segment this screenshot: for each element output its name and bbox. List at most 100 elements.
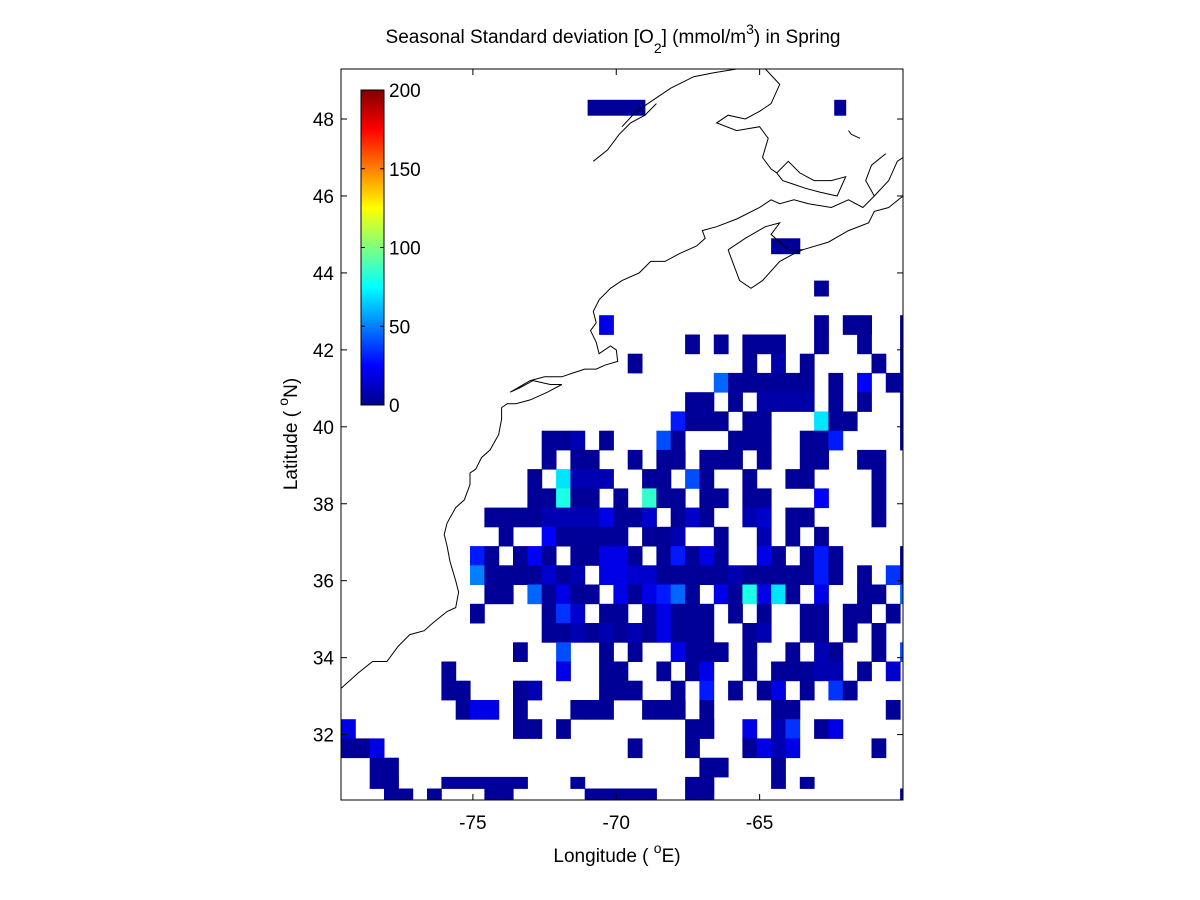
coastline-segment-2 (727, 249, 803, 289)
heatmap-cell-13-11 (871, 507, 887, 528)
heatmap-cell-3-3 (900, 315, 903, 335)
heatmap-cell-11-2 (570, 469, 614, 489)
heatmap-cell-8-1 (685, 411, 729, 432)
heatmap-cell-19-0 (541, 623, 571, 643)
heatmap-cell-3-0 (599, 315, 614, 335)
heatmap-cell-27-0 (369, 776, 399, 789)
heatmap-cell-6-2 (828, 372, 844, 393)
heatmap-cell-10-2 (627, 449, 643, 470)
heatmap-cell-15-3 (527, 546, 543, 566)
heatmap-cell-18-11 (842, 603, 872, 624)
heatmap-cell-16-5 (599, 565, 629, 585)
heatmap-cell-24-5 (771, 719, 786, 739)
heatmap-cell-15-16 (814, 546, 829, 566)
heatmap-cell-13-7 (699, 507, 715, 528)
heatmap-cell-28-5 (900, 788, 903, 800)
heatmap-cell-11-1 (556, 469, 571, 489)
y-tick-label-3: 38 (313, 495, 334, 516)
chart-title: Seasonal Standard deviation [O2] (mmol/m… (386, 21, 841, 56)
heatmap-cell-17-2 (541, 584, 557, 605)
heatmap-cell-15-14 (771, 546, 786, 566)
heatmap-cell-25-2 (627, 738, 643, 759)
heatmap-cell-16-3 (556, 565, 571, 585)
y-tick-label-1: 34 (313, 649, 335, 670)
coastline-segment-3 (776, 160, 847, 197)
heatmap-cell-10-1 (570, 449, 600, 470)
heatmap-cell-23-8 (885, 700, 901, 720)
heatmap-cell-7-0 (685, 392, 715, 412)
heatmap-cell-13-4 (642, 507, 657, 528)
heatmap-cell-11-5 (699, 469, 715, 489)
heatmap-cell-12-9 (871, 488, 887, 509)
heatmap-cell-18-7 (670, 603, 715, 624)
heatmap-cell-0-1 (834, 99, 847, 116)
heatmap-cell-19-1 (570, 623, 586, 643)
heatmap-cell-12-4 (642, 488, 657, 509)
coastline-segment-4 (621, 69, 737, 128)
heatmap-cell-17-9 (670, 584, 686, 605)
heatmap-cell-14-3 (599, 526, 629, 547)
heatmap-cell-24-1 (513, 719, 543, 739)
heatmap-cell-18-12 (885, 603, 901, 624)
heatmap-cell-6-1 (728, 372, 815, 393)
heatmap-cell-18-1 (541, 603, 557, 624)
heatmap-cell-13-0 (484, 507, 543, 528)
heatmap-cell-19-9 (742, 623, 758, 643)
heatmap-cell-7-1 (728, 392, 743, 412)
heatmap-cell-8-0 (670, 411, 686, 432)
heatmap-cell-17-7 (642, 584, 657, 605)
heatmap-cell-8-2 (742, 411, 772, 432)
coastline-segment-1 (727, 195, 903, 251)
heatmap-cell-5-1 (742, 353, 758, 374)
heatmap-cell-5-2 (771, 353, 786, 374)
x-tick-label-2: -65 (746, 813, 773, 834)
heatmap-cell-26-1 (699, 757, 729, 778)
heatmap-cell-15-17 (828, 546, 844, 566)
heatmap-cell-12-1 (556, 488, 571, 509)
heatmap-cell-11-6 (742, 469, 758, 489)
y-axis-ticks: 32 34 36 38 40 42 44 46 48 (313, 110, 903, 747)
heatmap-cell-20-0 (513, 642, 528, 662)
heatmap-cell-17-14 (756, 584, 772, 605)
heatmap-cell-16-7 (656, 565, 729, 585)
heatmap-cell-3-1 (814, 315, 829, 335)
heatmap-cell-21-3 (656, 661, 672, 682)
heatmap-cell-9-8 (900, 430, 903, 451)
heatmap-cell-19-11 (799, 623, 829, 643)
heatmap-cell-13-8 (742, 507, 758, 528)
heatmap-cell-20-3 (627, 642, 643, 662)
heatmap-cell-17-11 (713, 584, 729, 605)
heatmap-cell-18-10 (799, 603, 829, 624)
heatmap-cell-19-5 (627, 623, 643, 643)
coastline-segment-5 (592, 103, 657, 162)
heatmap-cell-15-13 (756, 546, 772, 566)
heatmap-cell-16-0 (470, 565, 485, 585)
heatmap-cell-27-4 (771, 776, 786, 789)
heatmap-cell-15-6 (599, 546, 629, 566)
y-tick-label-5: 42 (313, 341, 334, 362)
heatmap-cell-14-2 (556, 526, 600, 547)
heatmap-cell-8-3 (814, 411, 829, 432)
heatmap-cell-25-7 (785, 738, 801, 759)
heatmap-cell-16-4 (570, 565, 586, 585)
heatmap-cell-19-13 (871, 623, 887, 643)
heatmap-cell-19-2 (584, 623, 600, 643)
heatmap-cell-19-10 (756, 623, 772, 643)
coastline-segment-6 (715, 69, 781, 174)
heatmap-cell-16-13 (885, 565, 901, 585)
heatmap-cell-16-14 (900, 565, 903, 585)
heatmap-cell-20-5 (685, 642, 729, 662)
heatmap-cell-14-7 (756, 526, 772, 547)
heatmap-cell-20-4 (670, 642, 686, 662)
heatmap-cell-21-6 (742, 661, 758, 682)
heatmap-cell-21-8 (814, 661, 844, 682)
y-tick-label-7: 46 (313, 187, 334, 208)
heatmap-cell-13-1 (541, 507, 600, 528)
heatmap-cell-19-3 (599, 623, 614, 643)
heatmap-cell-25-4 (742, 738, 758, 759)
heatmap-cell-11-8 (871, 469, 887, 489)
heatmap-cell-18-2 (556, 603, 571, 624)
heatmap-cell-14-4 (642, 526, 672, 547)
heatmap-cell-25-0 (341, 738, 371, 759)
heatmap-cell-16-10 (814, 565, 829, 585)
